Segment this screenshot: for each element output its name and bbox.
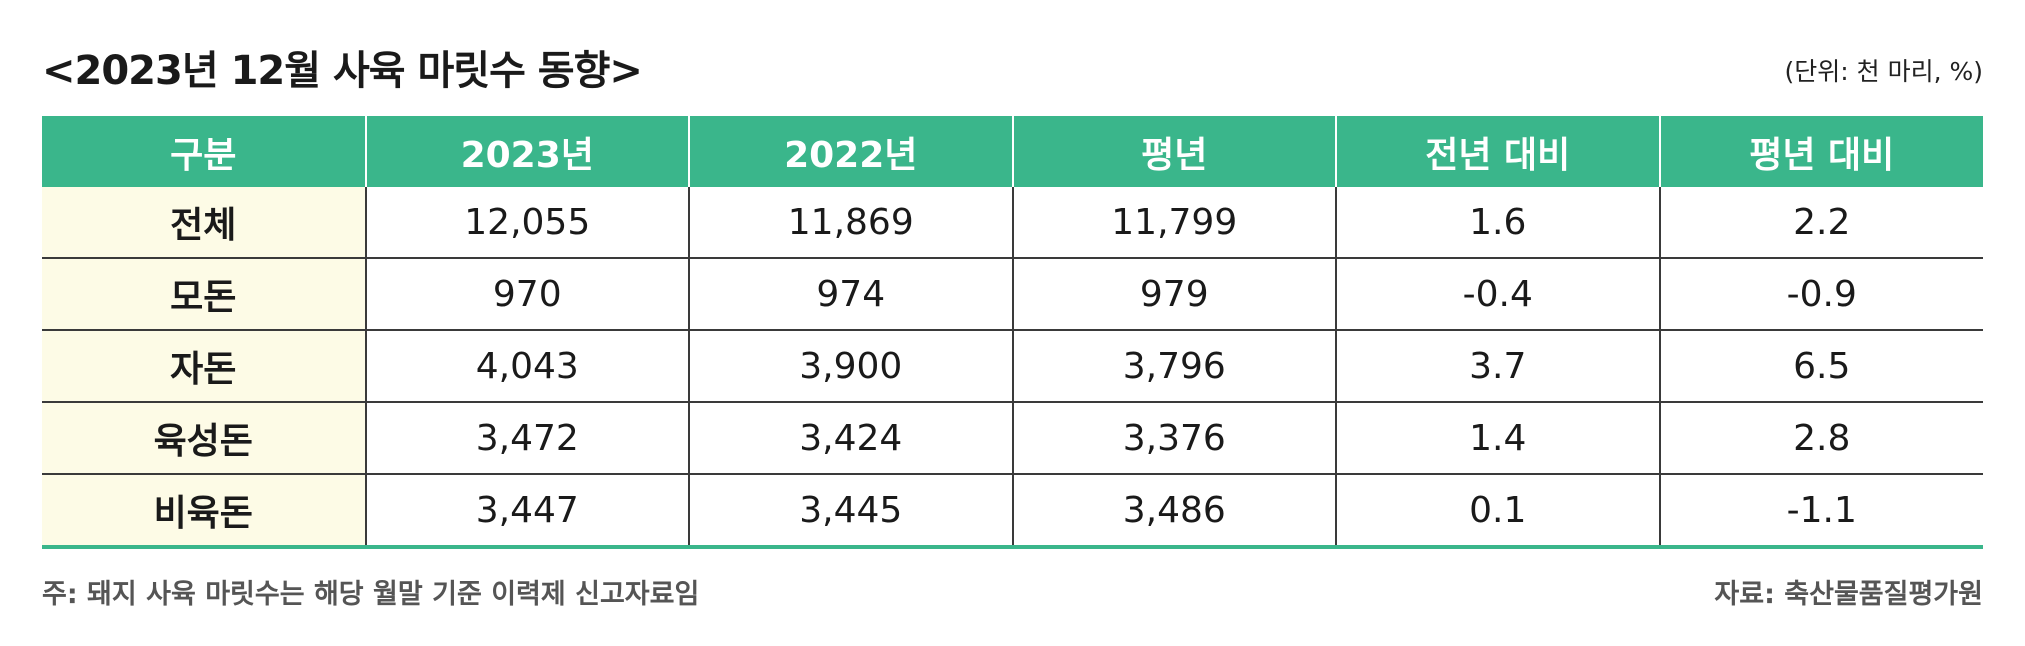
table-row: 모돈 970 974 979 -0.4 -0.9	[42, 257, 1983, 330]
table-header-row: 구분 2023년 2022년 평년 전년 대비 평년 대비	[42, 116, 1983, 187]
table-cell: -0.9	[1658, 257, 1983, 330]
table-cell: 3,472	[364, 401, 689, 474]
table-cell: 2.8	[1658, 401, 1983, 474]
source-credit: 자료: 축산물품질평가원	[1714, 579, 1983, 610]
table-cell: 6.5	[1658, 329, 1983, 402]
table-cell: 979	[1011, 257, 1336, 330]
header-category: 구분	[42, 116, 366, 187]
table-row: 육성돈 3,472 3,424 3,376 1.4 2.8	[42, 401, 1983, 474]
table-cell: 970	[364, 257, 689, 330]
table-cell: 3,900	[688, 329, 1013, 402]
table-cell: 12,055	[364, 187, 689, 258]
table-cell: 1.4	[1335, 401, 1660, 474]
table-row: 비육돈 3,447 3,445 3,486 0.1 -1.1	[42, 473, 1983, 549]
table-cell: 11,799	[1011, 187, 1336, 258]
table-cell: 3.7	[1335, 329, 1660, 402]
table-cell: 4,043	[364, 329, 689, 402]
table-cell: 3,376	[1011, 401, 1336, 474]
table-cell: -0.4	[1335, 257, 1660, 330]
row-label: 전체	[42, 187, 366, 258]
header-average: 평년	[1011, 116, 1336, 187]
table-cell: 2.2	[1658, 187, 1983, 258]
data-table: 구분 2023년 2022년 평년 전년 대비 평년 대비 전체 12,055 …	[42, 116, 1983, 549]
table-cell: 974	[688, 257, 1013, 330]
row-label: 모돈	[42, 257, 366, 330]
unit-label: (단위: 천 마리, %)	[1784, 57, 1983, 86]
table-row: 전체 12,055 11,869 11,799 1.6 2.2	[42, 187, 1983, 258]
table-cell: 3,424	[688, 401, 1013, 474]
footnote: 주: 돼지 사육 마릿수는 해당 월말 기준 이력제 신고자료임	[42, 579, 700, 610]
header-vs-prev-year: 전년 대비	[1335, 116, 1660, 187]
table-cell: 3,445	[688, 473, 1013, 549]
row-label: 육성돈	[42, 401, 366, 474]
header-2023: 2023년	[364, 116, 689, 187]
table-cell: 3,796	[1011, 329, 1336, 402]
row-label: 자돈	[42, 329, 366, 402]
header-2022: 2022년	[688, 116, 1013, 187]
table-cell: 3,447	[364, 473, 689, 549]
table-cell: 1.6	[1335, 187, 1660, 258]
table-row: 자돈 4,043 3,900 3,796 3.7 6.5	[42, 329, 1983, 402]
table-cell: 0.1	[1335, 473, 1660, 549]
table-cell: 11,869	[688, 187, 1013, 258]
table-cell: 3,486	[1011, 473, 1336, 549]
page-title: <2023년 12월 사육 마릿수 동향>	[42, 48, 643, 94]
table-cell: -1.1	[1658, 473, 1983, 549]
row-label: 비육돈	[42, 473, 366, 549]
header-vs-average: 평년 대비	[1658, 116, 1983, 187]
